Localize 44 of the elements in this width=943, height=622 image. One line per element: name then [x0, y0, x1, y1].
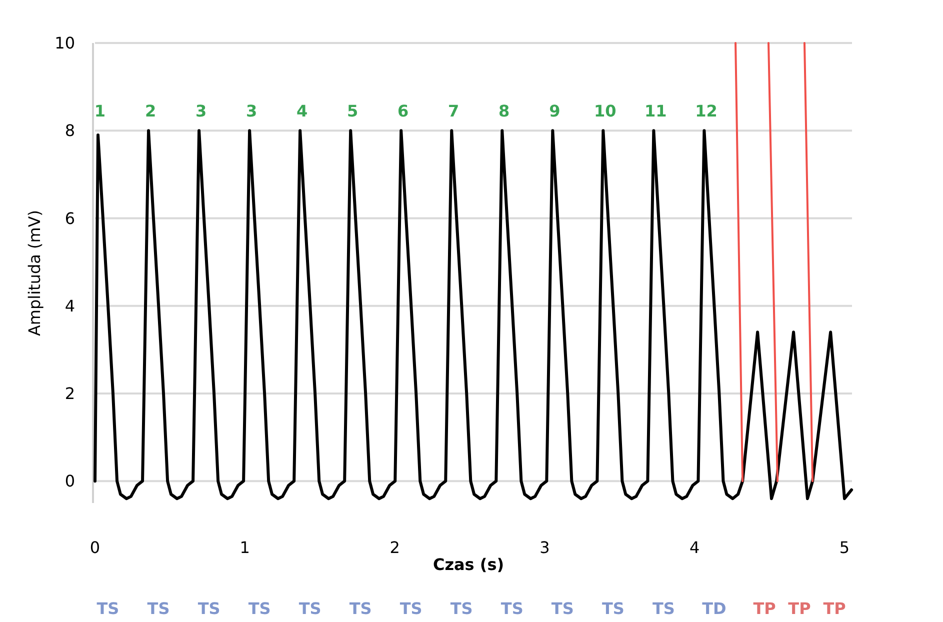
- text: TS: [551, 599, 574, 618]
- annotation: 5: [347, 102, 358, 121]
- line-series: [94, 129, 854, 500]
- annotation: 8: [498, 102, 510, 121]
- y-axis-title: Amplituda (mV): [25, 210, 44, 336]
- text: TS: [198, 599, 220, 618]
- text: TS: [450, 599, 473, 618]
- text: TS: [349, 599, 372, 618]
- annotation: 4: [296, 102, 308, 121]
- text: TS: [400, 599, 422, 618]
- y-tick-label: 0: [64, 472, 75, 491]
- text: TP: [753, 599, 776, 618]
- annotation: 9: [549, 102, 560, 121]
- annotation: 3: [246, 102, 258, 121]
- y-tick-label: 6: [64, 208, 75, 228]
- annotation: 11: [644, 102, 667, 121]
- text: TS: [248, 599, 271, 618]
- annotation: 3: [195, 102, 207, 121]
- y-tick-label: 10: [54, 34, 75, 53]
- annotation: 2: [144, 102, 156, 121]
- annotation: 6: [398, 102, 409, 121]
- text: TP: [788, 599, 812, 618]
- annotation: 12: [695, 102, 718, 121]
- text: TS: [147, 599, 170, 618]
- text: TS: [96, 599, 120, 618]
- text: TS: [500, 599, 524, 618]
- x-tick-label: 1: [240, 538, 250, 557]
- text: TS: [602, 599, 624, 618]
- x-tick-label: 3: [540, 538, 550, 557]
- x-tick-label: 5: [839, 538, 850, 557]
- x-axis-title: Czas (s): [432, 555, 504, 574]
- y-tick-label: 8: [64, 121, 75, 140]
- annotation: 1: [94, 102, 106, 121]
- y-tick-label: 2: [64, 384, 75, 404]
- text: TP: [823, 599, 846, 618]
- annotation: 10: [594, 102, 616, 121]
- annotation: 7: [448, 102, 460, 121]
- x-tick-label: 4: [690, 538, 700, 557]
- x-tick-label: 0: [90, 538, 100, 557]
- x-tick-label: 2: [390, 538, 400, 557]
- text: TS: [298, 599, 322, 618]
- text: TD: [702, 599, 726, 618]
- text: TS: [652, 599, 675, 618]
- y-tick-label: 4: [64, 296, 75, 316]
